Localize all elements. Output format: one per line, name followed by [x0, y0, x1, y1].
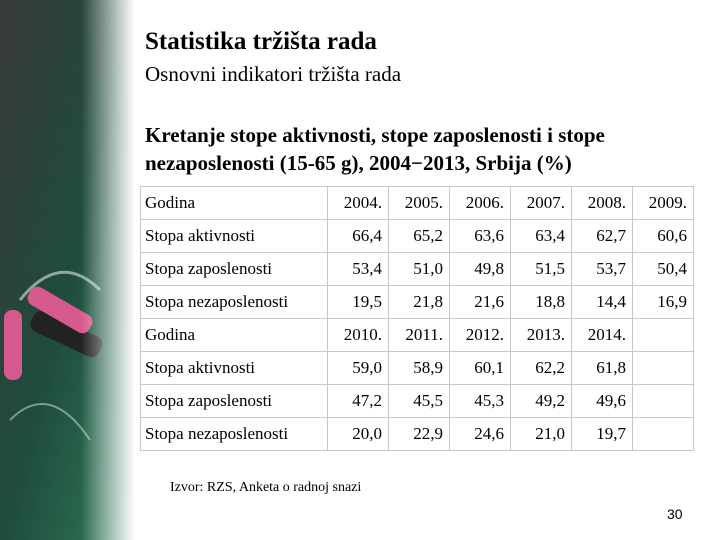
table-cell: 18,8	[510, 285, 572, 319]
table-cell: 66,4	[327, 219, 389, 253]
subtitle: Osnovni indikatori tržišta rada	[145, 62, 402, 86]
table-cell: 22,9	[388, 417, 450, 451]
table-cell: 2011.	[388, 318, 450, 352]
row-label: Stopa aktivnosti	[140, 219, 328, 253]
table-cell: 50,4	[632, 252, 694, 286]
row-label: Godina	[140, 186, 328, 220]
table-cell: 2006.	[449, 186, 511, 220]
table-cell	[632, 417, 694, 451]
table-cell: 21,6	[449, 285, 511, 319]
table-row: Stopa nezaposlenosti 19,5 21,8 21,6 18,8 14,4…	[140, 285, 694, 319]
table-cell: 2008.	[571, 186, 633, 220]
table-cell: 51,5	[510, 252, 572, 286]
table-cell	[632, 351, 694, 385]
page-number: 30	[667, 506, 683, 522]
table-cell: 63,4	[510, 219, 572, 253]
table-cell: 19,5	[327, 285, 389, 319]
table-cell: 24,6	[449, 417, 511, 451]
source-note: Izvor: RZS, Anketa o radnoj snazi	[170, 480, 362, 495]
table-cell: 2004.	[327, 186, 389, 220]
table-cell: 21,8	[388, 285, 450, 319]
table-row: Stopa aktivnosti 59,0 58,9 60,1 62,2 61,8	[140, 351, 694, 385]
table-cell: 61,8	[571, 351, 633, 385]
table-cell: 63,6	[449, 219, 511, 253]
table-cell: 2012.	[449, 318, 511, 352]
table-cell: 47,2	[327, 384, 389, 418]
table-cell: 20,0	[327, 417, 389, 451]
table-cell: 59,0	[327, 351, 389, 385]
table-cell	[632, 384, 694, 418]
table-row: Godina 2004. 2005. 2006. 2007. 2008. 2009.	[140, 186, 694, 220]
row-label: Godina	[140, 318, 328, 352]
table-cell: 53,7	[571, 252, 633, 286]
table-cell: 2010.	[327, 318, 389, 352]
row-label: Stopa aktivnosti	[140, 351, 328, 385]
table-cell: 58,9	[388, 351, 450, 385]
table-cell: 2007.	[510, 186, 572, 220]
title: Statistika tržišta rada	[145, 28, 377, 55]
table-cell: 53,4	[327, 252, 389, 286]
table-row: Godina 2010. 2011. 2012. 2013. 2014.	[140, 318, 694, 352]
table-cell: 62,2	[510, 351, 572, 385]
table-cell: 2014.	[571, 318, 633, 352]
table-cell: 2013.	[510, 318, 572, 352]
table-cell: 60,1	[449, 351, 511, 385]
row-label: Stopa zaposlenosti	[140, 252, 328, 286]
row-label: Stopa nezaposlenosti	[140, 417, 328, 451]
row-label: Stopa nezaposlenosti	[140, 285, 328, 319]
table-cell: 45,3	[449, 384, 511, 418]
table-cell: 62,7	[571, 219, 633, 253]
table-row: Stopa nezaposlenosti 20,0 22,9 24,6 21,0 19,7	[140, 417, 694, 451]
table-cell: 60,6	[632, 219, 694, 253]
table-cell: 14,4	[571, 285, 633, 319]
table-cell	[632, 318, 694, 352]
table-cell: 2009.	[632, 186, 694, 220]
table-cell: 45,5	[388, 384, 450, 418]
table-cell: 65,2	[388, 219, 450, 253]
table-row: Stopa zaposlenosti 53,4 51,0 49,8 51,5 53,7 50…	[140, 252, 694, 286]
chalkboard-decoration	[0, 0, 135, 540]
table-cell: 49,6	[571, 384, 633, 418]
table-cell: 49,2	[510, 384, 572, 418]
table-row: Stopa zaposlenosti 47,2 45,5 45,3 49,2 49,6	[140, 384, 694, 418]
table-row: Stopa aktivnosti 66,4 65,2 63,6 63,4 62,7 60,6	[140, 219, 694, 253]
table-cell: 16,9	[632, 285, 694, 319]
heading: Kretanje stope aktivnosti, stope zaposle…	[145, 123, 605, 175]
row-label: Stopa zaposlenosti	[140, 384, 328, 418]
table-cell: 21,0	[510, 417, 572, 451]
table-cell: 49,8	[449, 252, 511, 286]
table-cell: 2005.	[388, 186, 450, 220]
table-cell: 51,0	[388, 252, 450, 286]
table-cell: 19,7	[571, 417, 633, 451]
data-table: Godina 2004. 2005. 2006. 2007. 2008. 2009. Stop…	[140, 186, 694, 451]
